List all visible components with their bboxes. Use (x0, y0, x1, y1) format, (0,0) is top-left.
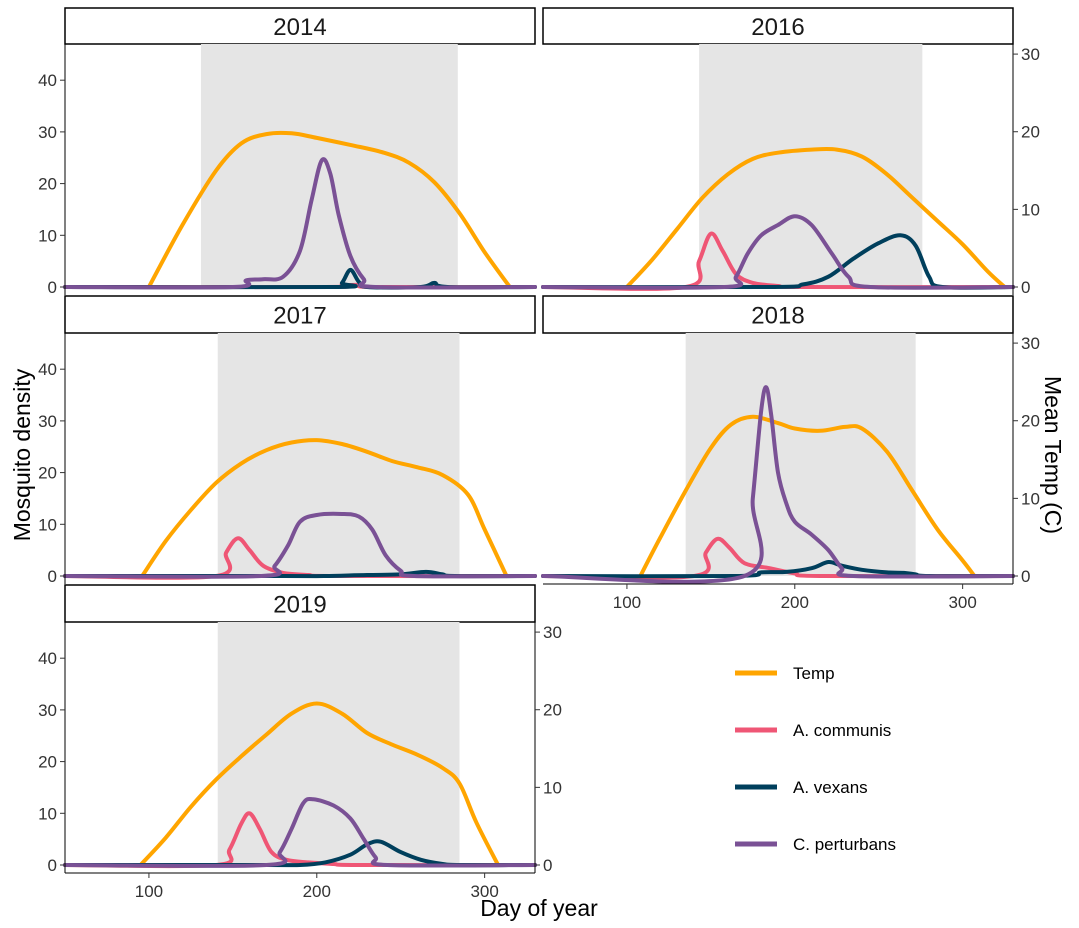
c-perturbans-line (541, 385, 1015, 584)
x-tick-label: 200 (303, 882, 331, 901)
y-tick-label: 40 (38, 71, 57, 90)
panel-2019: 2019 0 10 20 30 40 0 10 20 30 100 200 300 (38, 584, 562, 901)
a-vexans-line (63, 267, 537, 290)
c-perturbans-line (63, 796, 537, 868)
x-tick-label: 200 (781, 593, 809, 612)
legend-item-c-perturbans: C. perturbans (735, 835, 896, 854)
c-perturbans-line (63, 511, 537, 579)
legend-label: A. vexans (793, 778, 868, 797)
x-tick-label: 300 (948, 593, 976, 612)
y-tick-label: 0 (48, 856, 57, 875)
season-shade (699, 44, 923, 287)
y2-tick-label: 10 (1021, 489, 1040, 508)
y2-tick-label: 0 (1021, 278, 1030, 297)
y-tick-label: 0 (48, 278, 57, 297)
y-tick-label: 40 (38, 649, 57, 668)
y-tick-label: 30 (38, 701, 57, 720)
panels-layer: 2014010203040201601020302017010203040201… (38, 7, 1040, 901)
facet-title: 2017 (273, 303, 326, 330)
facet-title: 2014 (273, 14, 326, 41)
y2-tick-label: 30 (1021, 334, 1040, 353)
legend-label: Temp (793, 664, 835, 683)
y2-tick-label: 0 (1021, 567, 1030, 586)
y-tick-label: 10 (38, 804, 57, 823)
a-communis-line (63, 811, 537, 869)
temp-line (624, 146, 1007, 289)
y-tick-label: 30 (38, 123, 57, 142)
legend-label: C. perturbans (793, 835, 896, 854)
y2-tick-label: 20 (543, 701, 562, 720)
panel-2016: 2016 0 10 20 30 (541, 7, 1040, 297)
y-tick-label: 10 (38, 515, 57, 534)
panel-2017: 2017 0 10 20 30 40 (38, 295, 537, 586)
legend: Temp A. communis A. vexans C. perturbans (735, 664, 896, 854)
y-tick-label: 30 (38, 412, 57, 431)
y-tick-label: 20 (38, 753, 57, 772)
facet-title: 2016 (751, 14, 804, 41)
temp-line (138, 701, 501, 867)
facet-strip (64, 295, 536, 334)
y2-tick-label: 30 (543, 623, 562, 642)
a-communis-line (541, 231, 1015, 291)
temp-line (638, 414, 977, 578)
panel-2018: 2018 0 10 20 30 100 200 300 (541, 295, 1040, 612)
a-vexans-line (541, 233, 1015, 290)
y-axis-title: Mosquito density (9, 368, 35, 541)
x-tick-label: 100 (613, 593, 641, 612)
y-tick-label: 10 (38, 226, 57, 245)
facet-title: 2019 (273, 592, 326, 619)
legend-label: A. communis (793, 721, 891, 740)
secondary-y-axis-title: Mean Temp (C) (1040, 376, 1066, 534)
y-tick-label: 20 (38, 464, 57, 483)
facet-title: 2018 (751, 303, 804, 330)
y2-tick-label: 20 (1021, 412, 1040, 431)
legend-item-temp: Temp (735, 664, 835, 683)
x-tick-label: 300 (470, 882, 498, 901)
x-axis-title: Day of year (480, 895, 598, 921)
y2-tick-label: 20 (1021, 123, 1040, 142)
y2-tick-label: 10 (543, 778, 562, 797)
c-perturbans-line (63, 157, 537, 290)
c-perturbans-line (541, 214, 1015, 290)
temp-line (140, 438, 509, 578)
season-shade (685, 333, 916, 576)
legend-item-a-vexans: A. vexans (735, 778, 868, 797)
y-tick-label: 20 (38, 175, 57, 194)
y-tick-label: 0 (48, 567, 57, 586)
y2-tick-label: 30 (1021, 45, 1040, 64)
facet-strip (64, 7, 536, 45)
legend-item-a-communis: A. communis (735, 721, 891, 740)
y2-tick-label: 10 (1021, 200, 1040, 219)
y2-tick-label: 0 (543, 856, 552, 875)
y-tick-label: 40 (38, 360, 57, 379)
panel-2014: 2014 0 10 20 30 40 (38, 7, 537, 297)
x-tick-label: 100 (135, 882, 163, 901)
temp-line (146, 130, 512, 289)
